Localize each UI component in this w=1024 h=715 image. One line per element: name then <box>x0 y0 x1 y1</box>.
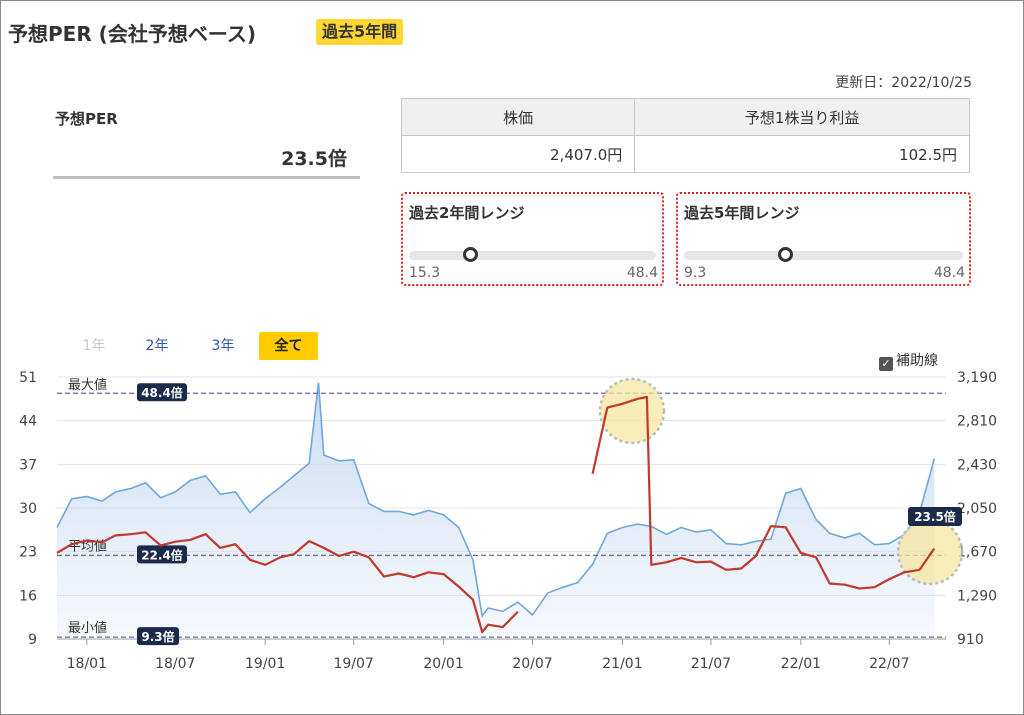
reference-label: 22.4倍 <box>141 547 183 562</box>
y-left-tick: 9 <box>28 632 37 648</box>
peak-highlight-circle <box>598 377 666 445</box>
period-badge: 過去5年間 <box>316 19 404 45</box>
tab-2year[interactable]: 2年 <box>145 338 169 354</box>
tab-3year[interactable]: 3年 <box>211 338 235 354</box>
y-left-tick: 51 <box>19 370 37 386</box>
x-tick-label: 22/07 <box>869 656 909 672</box>
y-right-tick: 2,050 <box>957 501 997 517</box>
y-left-tick: 37 <box>19 457 37 473</box>
range-5year-track <box>684 251 963 260</box>
reference-label-bg <box>137 383 187 402</box>
current-value-label: 23.5倍 <box>914 509 956 524</box>
range-2year-min: 15.3 <box>409 265 441 281</box>
range-5year-title: 過去5年間レンジ <box>684 204 800 222</box>
range-5year-max: 48.4 <box>933 265 965 281</box>
x-tick-label: 18/01 <box>67 656 107 672</box>
reference-name: 最小値 <box>68 620 107 636</box>
updated-date: 更新日：2022/10/25 <box>835 75 972 91</box>
range-2year-max: 48.4 <box>626 265 658 281</box>
y-right-tick: 2,430 <box>957 457 997 473</box>
y-right-tick: 1,290 <box>957 588 997 604</box>
y-right-tick: 1,670 <box>957 545 997 561</box>
range-2year: 過去2年間レンジ 15.3 48.4 <box>401 192 664 286</box>
y-left-tick: 30 <box>19 501 37 517</box>
x-tick-label: 18/07 <box>155 656 195 672</box>
page-title: 予想PER (会社予想ベース) <box>8 22 256 46</box>
current-highlight-circle <box>896 518 964 586</box>
y-right-tick: 3,190 <box>957 370 997 386</box>
current-value-bg <box>908 507 962 526</box>
per-underline <box>53 176 360 179</box>
price-table-value-row: 2,407.0円 102.5円 <box>400 135 970 173</box>
reference-name: 最大値 <box>68 377 107 393</box>
reference-label: 48.4倍 <box>141 385 183 400</box>
aux-lines-label: 補助線 <box>896 353 938 369</box>
aux-lines-checkbox[interactable]: ✓ 補助線 <box>879 350 938 371</box>
price-table: 株価 予想1株当り利益 2,407.0円 102.5円 <box>400 98 970 173</box>
range-2year-marker <box>463 247 479 262</box>
price-line <box>56 382 936 618</box>
checkbox-check-icon[interactable]: ✓ <box>879 357 893 371</box>
y-right-tick: 910 <box>957 632 984 648</box>
tab-all[interactable]: 全て <box>259 332 318 360</box>
x-tick-label: 19/01 <box>245 656 285 672</box>
x-tick-label: 20/01 <box>423 656 463 672</box>
range-2year-title: 過去2年間レンジ <box>409 204 525 222</box>
y-left-tick: 44 <box>19 414 37 430</box>
x-tick-label: 21/01 <box>602 656 642 672</box>
per-value: 23.5倍 <box>281 148 347 170</box>
x-tick-label: 22/01 <box>781 656 821 672</box>
stock-price-header: 株価 <box>400 98 636 136</box>
stock-price-value: 2,407.0円 <box>400 135 636 173</box>
reference-label: 9.3倍 <box>141 629 174 644</box>
per-line-segment <box>591 395 936 590</box>
y-left-tick: 16 <box>19 588 37 604</box>
price-table-header-row: 株価 予想1株当り利益 <box>400 98 970 136</box>
x-tick-label: 19/07 <box>333 656 373 672</box>
reference-label-bg <box>137 627 179 646</box>
y-right-tick: 2,810 <box>957 414 997 430</box>
eps-value: 102.5円 <box>634 135 970 173</box>
range-2year-track <box>409 251 656 260</box>
y-left-tick: 23 <box>19 545 37 561</box>
tab-1year[interactable]: 1年 <box>82 338 106 354</box>
eps-header: 予想1株当り利益 <box>634 98 970 136</box>
x-tick-label: 21/07 <box>691 656 731 672</box>
range-5year-min: 9.3 <box>684 265 707 281</box>
range-5year: 過去5年間レンジ 9.3 48.4 <box>676 192 971 286</box>
price-area <box>57 382 935 639</box>
range-5year-marker <box>778 247 794 262</box>
per-label: 予想PER <box>55 110 118 128</box>
per-line-segment <box>56 531 519 634</box>
x-tick-label: 20/07 <box>512 656 552 672</box>
reference-label-bg <box>137 545 187 564</box>
